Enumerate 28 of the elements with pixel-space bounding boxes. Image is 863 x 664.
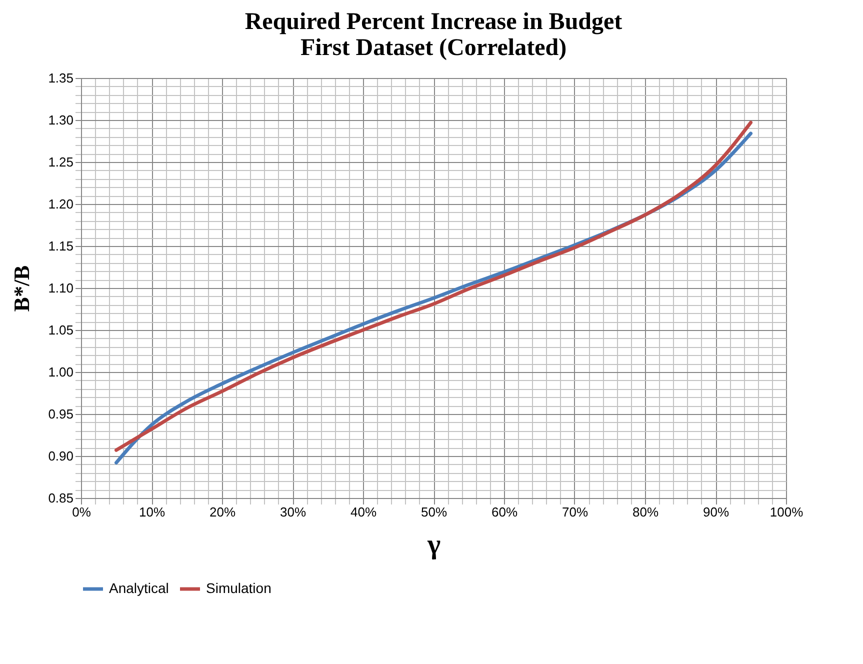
x-tick-label: 60% — [491, 504, 518, 520]
y-tick-label: 1.25 — [48, 154, 74, 170]
x-tick-label: 10% — [138, 504, 166, 520]
legend-label: Simulation — [206, 580, 272, 596]
y-tick-label: 1.05 — [48, 322, 74, 338]
x-axis-title: γ — [426, 530, 441, 560]
y-tick-label: 1.30 — [48, 112, 74, 128]
legend-label: Analytical — [109, 580, 169, 596]
y-tick-label: 1.20 — [48, 196, 74, 212]
x-tick-label: 20% — [209, 504, 236, 520]
y-tick-label: 1.15 — [48, 238, 74, 254]
chart-title: Required Percent Increase in Budget — [244, 9, 622, 35]
x-tick-label: 70% — [562, 504, 588, 520]
y-tick-label: 1.10 — [48, 280, 74, 296]
chart-subtitle: First Dataset (Correlated) — [300, 35, 567, 61]
y-tick-label: 0.95 — [48, 406, 74, 422]
x-tick-label: 100% — [770, 504, 804, 520]
x-tick-label: 50% — [420, 504, 448, 520]
y-tick-label: 1.35 — [48, 70, 74, 86]
y-tick-label: 0.90 — [48, 448, 74, 464]
y-axis-title: B*/B — [9, 264, 34, 312]
y-tick-label: 0.85 — [48, 490, 74, 506]
y-tick-label: 1.00 — [48, 364, 74, 380]
x-tick-label: 40% — [350, 504, 377, 520]
x-tick-label: 30% — [280, 504, 306, 520]
x-tick-label: 90% — [702, 504, 730, 520]
x-tick-label: 80% — [632, 504, 659, 520]
x-tick-label: 0% — [72, 504, 92, 520]
